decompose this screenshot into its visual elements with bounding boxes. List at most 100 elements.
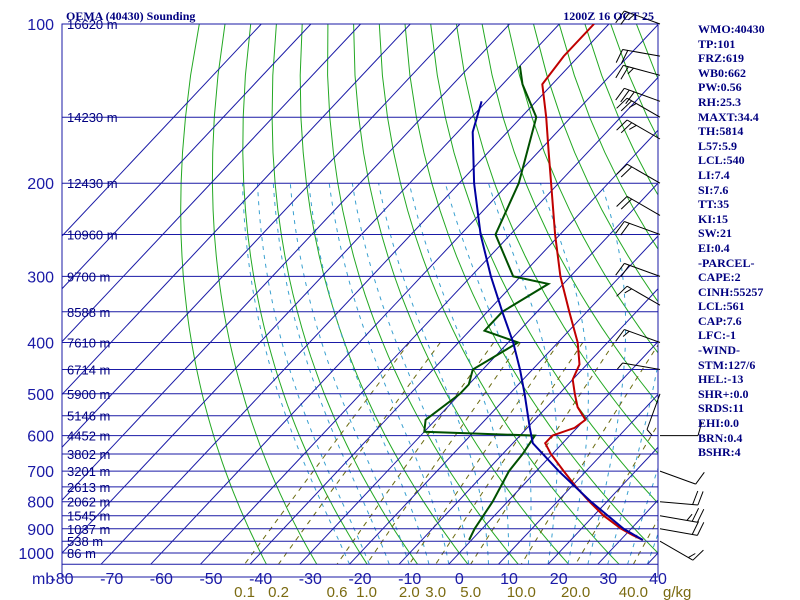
index-ehi: EHI:0.0 — [698, 416, 740, 431]
wind-barb — [615, 49, 661, 64]
parcel-profile — [471, 101, 644, 541]
wind-barb — [616, 285, 661, 306]
wind-barb — [659, 490, 704, 506]
index-stm: STM:127/6 — [698, 357, 756, 372]
wind-barb — [615, 87, 661, 104]
index-wmo: WMO:40430 — [698, 22, 765, 36]
index-th: TH:5814 — [698, 124, 744, 139]
chart-title: OEMA (40430) Sounding — [66, 9, 195, 23]
index-lcl: LCL:540 — [698, 153, 745, 168]
isotherm — [100, 24, 610, 565]
plot-frame — [61, 23, 659, 578]
height-label: 9700 m — [67, 269, 110, 284]
mixing-ratio-line — [408, 342, 560, 565]
index-l57: L57:5.9 — [698, 138, 737, 153]
pressure-tick-label: 700 — [27, 464, 54, 481]
pressure-tick-label: 600 — [27, 429, 54, 446]
index-si: SI:7.6 — [698, 182, 729, 197]
height-label: 16620 m — [67, 17, 118, 32]
wind-barb — [615, 10, 661, 25]
index-rh: RH:25.3 — [698, 94, 741, 109]
wind-barb — [660, 421, 703, 437]
pressure-tick-label: 300 — [27, 269, 54, 286]
dry-adiabat — [533, 24, 658, 303]
moist-adiabat — [272, 183, 390, 565]
wind-barb — [616, 163, 661, 184]
index-srds: SRDS:11 — [698, 401, 745, 416]
isotherm — [349, 235, 658, 565]
isotherm — [62, 24, 510, 501]
pressure-tick-label: 100 — [27, 17, 54, 34]
height-label: 14230 m — [67, 110, 118, 125]
mixing-ratio-label: 20.0 — [561, 584, 590, 600]
wind-barb — [646, 393, 661, 436]
index-pw: PW:0.56 — [698, 80, 742, 95]
height-label: 2613 m — [67, 480, 110, 495]
height-label: 10960 m — [67, 228, 118, 243]
index-cap: CAP:7.6 — [698, 313, 742, 328]
height-label: 3802 m — [67, 447, 110, 462]
isotherm — [62, 24, 361, 343]
moist-adiabat — [289, 183, 410, 565]
index-parcel-lcl: LCL:561 — [698, 299, 745, 314]
temperature-tick-label: -60 — [150, 571, 173, 588]
wind-barb — [615, 329, 661, 343]
dry-adiabat — [271, 24, 418, 565]
height-label: 6714 m — [67, 363, 110, 378]
mixing-ratio-line — [470, 342, 615, 565]
height-label: 5900 m — [67, 387, 110, 402]
mixing-ratio-label: 3.0 — [425, 584, 446, 600]
moist-adiabat — [242, 183, 350, 565]
dry-adiabat — [455, 24, 658, 455]
wind-barb — [617, 362, 661, 370]
height-label: 12430 m — [67, 176, 118, 191]
isotherm — [150, 24, 658, 565]
isotherm — [448, 340, 658, 565]
dry-adiabat — [211, 24, 318, 565]
dewpoint-profile — [423, 65, 552, 541]
mixing-ratio-label: 40.0 — [619, 584, 648, 600]
mixing-ratio-line — [244, 342, 410, 565]
index-ei: EI:0.4 — [698, 240, 730, 255]
pressure-tick-label: 200 — [27, 176, 54, 193]
isotherm — [62, 24, 461, 449]
moist-adiabat — [351, 183, 470, 565]
temperature-tick-label: 0 — [455, 571, 464, 588]
pressure-tick-label: 1000 — [18, 546, 54, 563]
wind-barb — [659, 470, 705, 485]
dry-adiabat — [378, 24, 620, 565]
index-wind-header: -WIND- — [698, 343, 740, 358]
wind-barb — [615, 64, 661, 80]
dry-adiabat — [327, 24, 519, 565]
wind-barb — [659, 540, 704, 561]
mixing-ratio-line — [435, 342, 584, 565]
isotherm — [62, 24, 411, 396]
temperature-tick-label: -70 — [100, 571, 123, 588]
isotherm — [62, 24, 262, 237]
pressure-tick-label: 900 — [27, 522, 54, 539]
temperature-tick-label: -40 — [249, 571, 272, 588]
dry-adiabat — [353, 24, 569, 565]
index-tp: TP:101 — [698, 36, 736, 51]
pressure-tick-label: 500 — [27, 387, 54, 404]
wind-barb — [616, 119, 661, 140]
mixing-ratio-label: 0.6 — [327, 584, 348, 600]
pressure-tick-label: 800 — [27, 495, 54, 512]
wind-barb — [659, 521, 705, 536]
mixing-ratio-label: 1.0 — [356, 584, 377, 600]
mixing-ratio-label: 5.0 — [460, 584, 481, 600]
isotherm — [62, 24, 560, 554]
temperature-tick-label: -10 — [398, 571, 421, 588]
temperature-tick-label: 20 — [550, 571, 568, 588]
moist-adiabat — [308, 183, 430, 565]
wind-barb — [616, 97, 661, 118]
pressure-tick-label: 400 — [27, 336, 54, 353]
temperature-tick-label: -30 — [299, 571, 322, 588]
mixing-ratio-line — [336, 342, 495, 565]
temperature-tick-label: -80 — [50, 571, 73, 588]
isotherm — [200, 76, 658, 565]
height-label: 2062 m — [67, 495, 110, 510]
moist-adiabat — [488, 183, 558, 565]
mixing-ratio-unit: g/kg — [663, 584, 691, 600]
moist-adiabat — [328, 183, 450, 565]
